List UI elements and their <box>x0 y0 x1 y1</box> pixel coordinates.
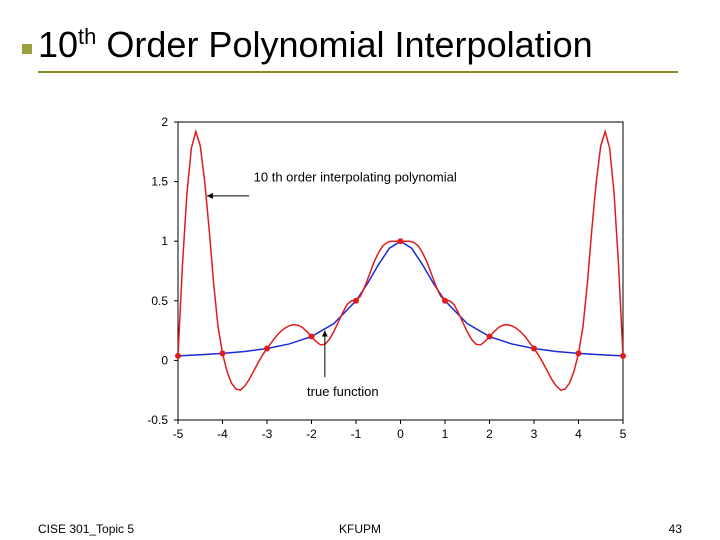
title-underline <box>38 71 678 73</box>
svg-text:4: 4 <box>575 427 582 441</box>
svg-text:1: 1 <box>442 427 449 441</box>
svg-text:0.5: 0.5 <box>151 294 168 308</box>
svg-text:1.5: 1.5 <box>151 175 168 189</box>
svg-text:5: 5 <box>620 427 627 441</box>
svg-text:3: 3 <box>531 427 538 441</box>
footer-left: CISE 301_Topic 5 <box>38 522 134 536</box>
svg-text:-0.5: -0.5 <box>147 413 168 427</box>
svg-text:-4: -4 <box>217 427 228 441</box>
title-area: 10th Order Polynomial Interpolation <box>38 25 678 73</box>
svg-text:0: 0 <box>397 427 404 441</box>
interpolation-chart: -5 -4 -3 -2 -1 0 1 2 3 4 5 -0.5 0 0.5 1 1.5 2 10 th order… <box>120 110 635 455</box>
title-superscript: th <box>78 24 96 49</box>
title-rest: Order Polynomial Interpolation <box>96 24 592 65</box>
title-prefix: 10 <box>38 24 78 65</box>
title-bullet <box>22 44 32 54</box>
svg-text:-2: -2 <box>306 427 317 441</box>
svg-text:0: 0 <box>161 353 168 367</box>
true-annotation-text: true function <box>307 384 379 399</box>
slide: 10th Order Polynomial Interpolation -5-4… <box>0 0 720 540</box>
svg-text:2: 2 <box>161 115 168 129</box>
footer-page-number: 43 <box>669 522 682 536</box>
slide-title: 10th Order Polynomial Interpolation <box>38 25 678 65</box>
svg-text:2: 2 <box>486 427 493 441</box>
svg-text:-5: -5 <box>173 427 184 441</box>
svg-text:-3: -3 <box>262 427 273 441</box>
footer-center: KFUPM <box>339 522 381 536</box>
svg-text:1: 1 <box>161 234 168 248</box>
svg-text:-1: -1 <box>351 427 362 441</box>
chart-container: -5 -4 -3 -2 -1 0 1 2 3 4 5 -0.5 0 0.5 1 1.5 2 10 th order… <box>120 110 635 455</box>
poly-annotation-text: 10 th order interpolating polynomial <box>254 170 457 185</box>
